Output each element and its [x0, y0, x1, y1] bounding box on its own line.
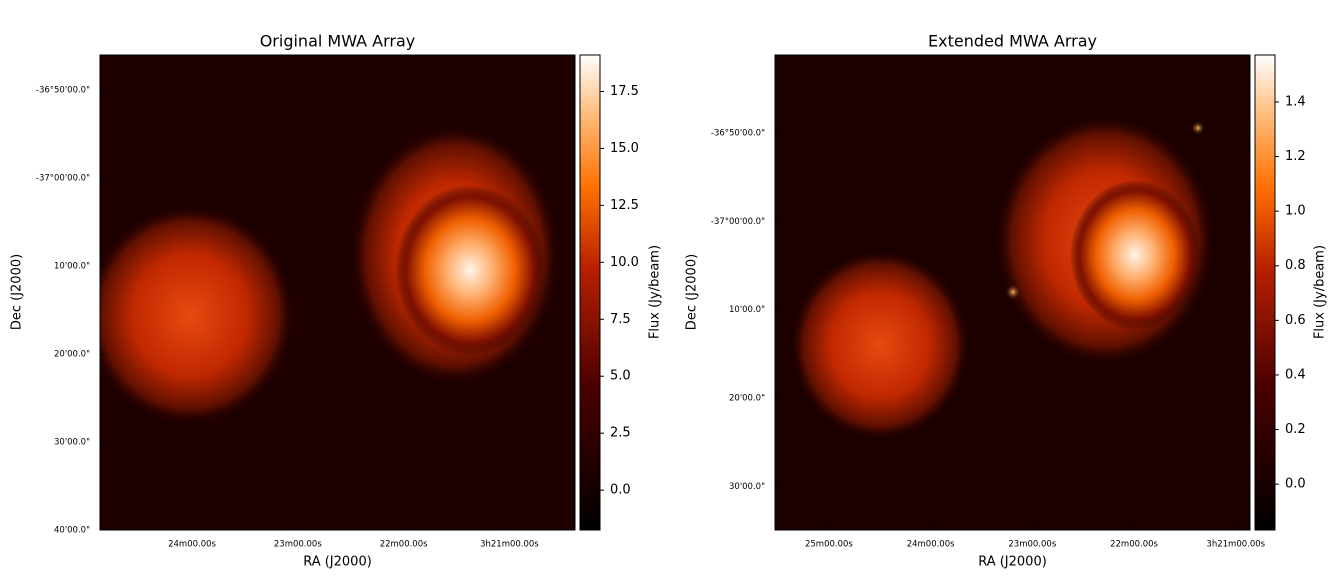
x-tick-label: 22m00.00s: [380, 540, 428, 550]
y-tick-label: 10'00.0": [54, 262, 90, 272]
colorbar-tick-label: 1.2: [1285, 149, 1306, 164]
x-tick-label: 24m00.00s: [907, 540, 955, 550]
colorbar-tick-label: 0.8: [1285, 258, 1306, 273]
y-tick-label: 20'00.0": [54, 350, 90, 360]
colorbar-tick-label: 1.4: [1285, 94, 1306, 109]
colorbar-tick-label: 0.4: [1285, 367, 1306, 382]
x-tick-label: 25m00.00s: [805, 540, 853, 550]
axes-frame: [774, 54, 1251, 531]
colorbar: [579, 54, 601, 531]
y-tick-label: -36°50'00.0": [36, 86, 90, 96]
colorbar-tick-label: 0.0: [610, 483, 631, 498]
colorbar-tick-label: 17.5: [610, 84, 639, 99]
x-axis-label: RA (J2000): [978, 555, 1047, 570]
x-axis-label: RA (J2000): [303, 555, 372, 570]
colorbar-tick-label: 0.6: [1285, 313, 1306, 328]
colorbar-tick-label: 1.0: [1285, 204, 1306, 219]
colorbar-tick-label: 12.5: [610, 198, 639, 213]
x-tick-label: 22m00.00s: [1110, 540, 1158, 550]
image: [775, 55, 1250, 530]
chart-title: Original MWA Array: [260, 32, 416, 51]
colorbar-tick-label: 5.0: [610, 369, 631, 384]
colorbar-tick-label: 2.5: [610, 426, 631, 441]
x-tick-label: 3h21m00.00s: [480, 540, 539, 550]
y-tick-label: -36°50'00.0": [711, 128, 765, 138]
y-tick-label: 20'00.0": [729, 394, 765, 404]
colorbar-label: Flux (Jy/beam): [648, 245, 663, 339]
image: [100, 55, 575, 530]
x-tick-label: 23m00.00s: [274, 540, 322, 550]
y-tick-label: -37°00'00.0": [711, 217, 765, 227]
chart-title: Extended MWA Array: [928, 32, 1097, 51]
y-tick-label: 30'00.0": [54, 438, 90, 448]
colorbar-label: Flux (Jy/beam): [1313, 245, 1328, 339]
y-tick-label: -37°00'00.0": [36, 174, 90, 184]
y-axis-label: Dec (J2000): [685, 254, 700, 330]
x-tick-label: 3h21m00.00s: [1206, 540, 1265, 550]
y-tick-label: 10'00.0": [729, 305, 765, 315]
colorbar-tick-label: 7.5: [610, 312, 631, 327]
y-tick-label: 30'00.0": [729, 482, 765, 492]
y-axis-label: Dec (J2000): [10, 254, 25, 330]
axes-frame: [99, 54, 576, 531]
colorbar: [1254, 54, 1276, 531]
x-tick-label: 24m00.00s: [168, 540, 216, 550]
colorbar-tick-label: 10.0: [610, 255, 639, 270]
colorbar-tick-label: 0.0: [1285, 477, 1306, 492]
x-tick-label: 23m00.00s: [1008, 540, 1056, 550]
colorbar-tick-label: 15.0: [610, 141, 639, 156]
y-tick-label: 40'00.0": [54, 526, 90, 536]
colorbar-tick-label: 0.2: [1285, 422, 1306, 437]
